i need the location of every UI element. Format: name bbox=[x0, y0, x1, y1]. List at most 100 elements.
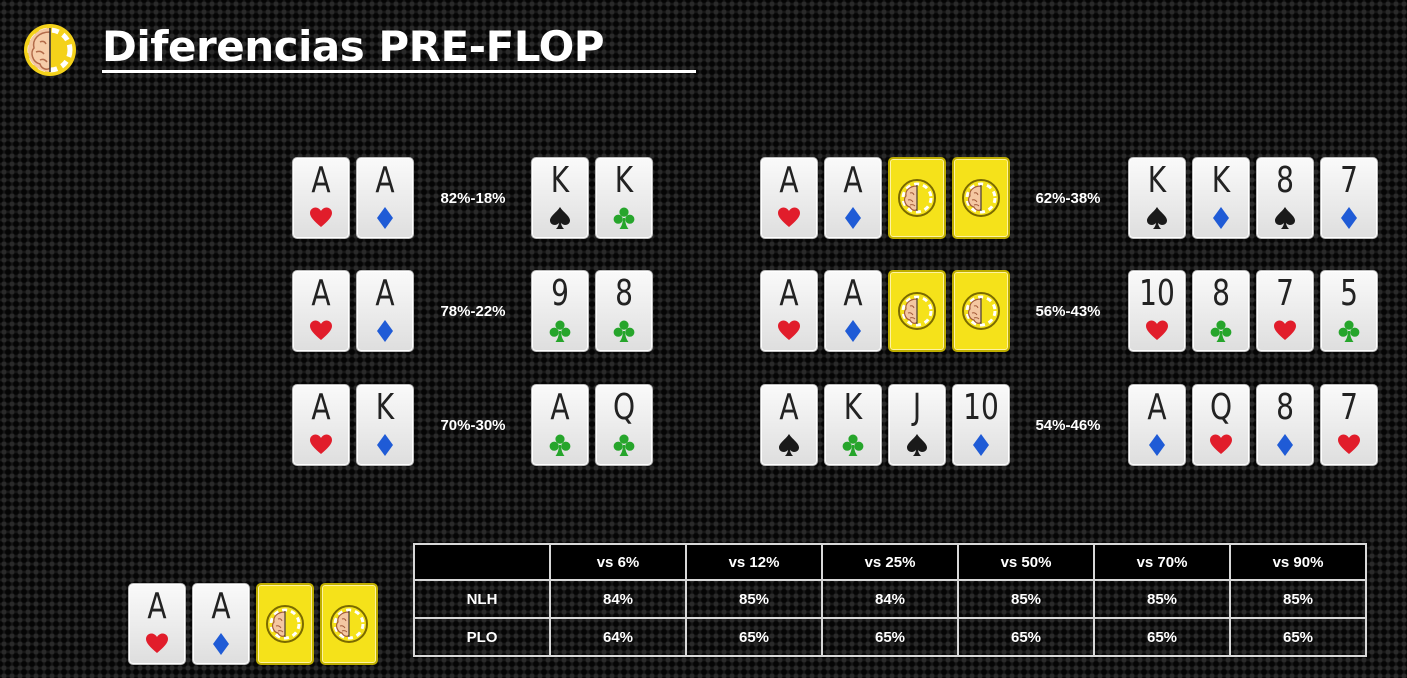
card-rank: 7 bbox=[1340, 387, 1358, 428]
club-icon bbox=[613, 207, 635, 229]
diamond-icon bbox=[845, 207, 861, 229]
playing-card: A bbox=[760, 270, 818, 352]
playing-card: A bbox=[128, 583, 186, 665]
diamond-icon bbox=[973, 434, 989, 456]
club-icon bbox=[613, 434, 635, 456]
diamond-icon bbox=[1149, 434, 1165, 456]
table-cell: 64% bbox=[549, 617, 687, 657]
club-icon bbox=[549, 320, 571, 342]
card-rank: A bbox=[147, 586, 167, 627]
equity-label: 56%-43% bbox=[1035, 303, 1101, 320]
heart-icon bbox=[1210, 434, 1232, 454]
equity-label: 82%-18% bbox=[440, 190, 506, 207]
table-cell: 85% bbox=[1093, 579, 1231, 619]
brain-poker-chip-icon bbox=[24, 24, 76, 76]
card-rank: K bbox=[1147, 160, 1167, 201]
playing-card: K bbox=[356, 384, 414, 466]
playing-card: Q bbox=[1192, 384, 1250, 466]
card-rank: Q bbox=[612, 387, 636, 428]
card-rank: A bbox=[779, 160, 799, 201]
card-rank: A bbox=[311, 273, 331, 314]
playing-card: K bbox=[595, 157, 653, 239]
card-rank: A bbox=[311, 387, 331, 428]
diamond-icon bbox=[213, 633, 229, 655]
heart-icon bbox=[778, 207, 800, 227]
card-rank: K bbox=[550, 160, 570, 201]
playing-card: A bbox=[192, 583, 250, 665]
card-rank: A bbox=[311, 160, 331, 201]
playing-card: 8 bbox=[1256, 157, 1314, 239]
playing-card: A bbox=[1128, 384, 1186, 466]
card-rank: A bbox=[779, 387, 799, 428]
club-icon bbox=[549, 434, 571, 456]
heart-icon bbox=[1274, 320, 1296, 340]
playing-card: Q bbox=[595, 384, 653, 466]
spade-icon bbox=[1147, 207, 1167, 229]
playing-card: A bbox=[824, 270, 882, 352]
column-header: vs 70% bbox=[1093, 543, 1231, 581]
playing-card: J bbox=[888, 384, 946, 466]
equity-label: 62%-38% bbox=[1035, 190, 1101, 207]
column-header: vs 25% bbox=[821, 543, 959, 581]
column-header: vs 6% bbox=[549, 543, 687, 581]
card-back bbox=[888, 270, 946, 352]
table-cell: 65% bbox=[957, 617, 1095, 657]
card-rank: A bbox=[843, 273, 863, 314]
playing-card: A bbox=[760, 157, 818, 239]
card-rank: 8 bbox=[615, 273, 633, 314]
card-back bbox=[320, 583, 378, 665]
playing-card: K bbox=[824, 384, 882, 466]
playing-card: 10 bbox=[952, 384, 1010, 466]
playing-card: A bbox=[760, 384, 818, 466]
equity-label: 54%-46% bbox=[1035, 417, 1101, 434]
card-back bbox=[952, 157, 1010, 239]
card-rank: A bbox=[375, 160, 395, 201]
card-rank: 7 bbox=[1276, 273, 1294, 314]
card-rank: 10 bbox=[963, 387, 999, 428]
diamond-icon bbox=[1213, 207, 1229, 229]
heart-icon bbox=[146, 633, 168, 653]
column-header: vs 90% bbox=[1229, 543, 1367, 581]
heart-icon bbox=[310, 320, 332, 340]
card-back bbox=[952, 270, 1010, 352]
page-title: Diferencias PRE-FLOP bbox=[102, 22, 605, 71]
brain-chip-icon bbox=[962, 179, 1000, 217]
playing-card: A bbox=[292, 384, 350, 466]
header: Diferencias PRE-FLOP bbox=[22, 20, 605, 80]
playing-card: A bbox=[292, 157, 350, 239]
card-rank: A bbox=[550, 387, 570, 428]
playing-card: 7 bbox=[1320, 384, 1378, 466]
table-cell: 65% bbox=[1093, 617, 1231, 657]
column-header: vs 50% bbox=[957, 543, 1095, 581]
card-rank: K bbox=[614, 160, 634, 201]
card-rank: 8 bbox=[1276, 387, 1294, 428]
card-rank: Q bbox=[1209, 387, 1233, 428]
diamond-icon bbox=[377, 434, 393, 456]
card-rank: A bbox=[779, 273, 799, 314]
row-label: PLO bbox=[413, 617, 551, 657]
card-rank: J bbox=[912, 387, 922, 428]
playing-card: K bbox=[1128, 157, 1186, 239]
heart-icon bbox=[1338, 434, 1360, 454]
card-rank: K bbox=[1211, 160, 1231, 201]
spade-icon bbox=[779, 434, 799, 456]
card-back bbox=[256, 583, 314, 665]
club-icon bbox=[842, 434, 864, 456]
playing-card: A bbox=[356, 157, 414, 239]
diamond-icon bbox=[1277, 434, 1293, 456]
table-corner-cell bbox=[413, 543, 551, 581]
playing-card: 10 bbox=[1128, 270, 1186, 352]
diamond-icon bbox=[377, 320, 393, 342]
title-underline bbox=[102, 70, 696, 73]
table-header-row: vs 6% vs 12% vs 25% vs 50% vs 70% vs 90% bbox=[413, 543, 1367, 581]
card-rank: A bbox=[1147, 387, 1167, 428]
diamond-icon bbox=[845, 320, 861, 342]
column-header: vs 12% bbox=[685, 543, 823, 581]
equity-label: 70%-30% bbox=[440, 417, 506, 434]
playing-card: K bbox=[531, 157, 589, 239]
heart-icon bbox=[310, 434, 332, 454]
card-rank: A bbox=[375, 273, 395, 314]
card-rank: A bbox=[211, 586, 231, 627]
heart-icon bbox=[310, 207, 332, 227]
playing-card: 9 bbox=[531, 270, 589, 352]
